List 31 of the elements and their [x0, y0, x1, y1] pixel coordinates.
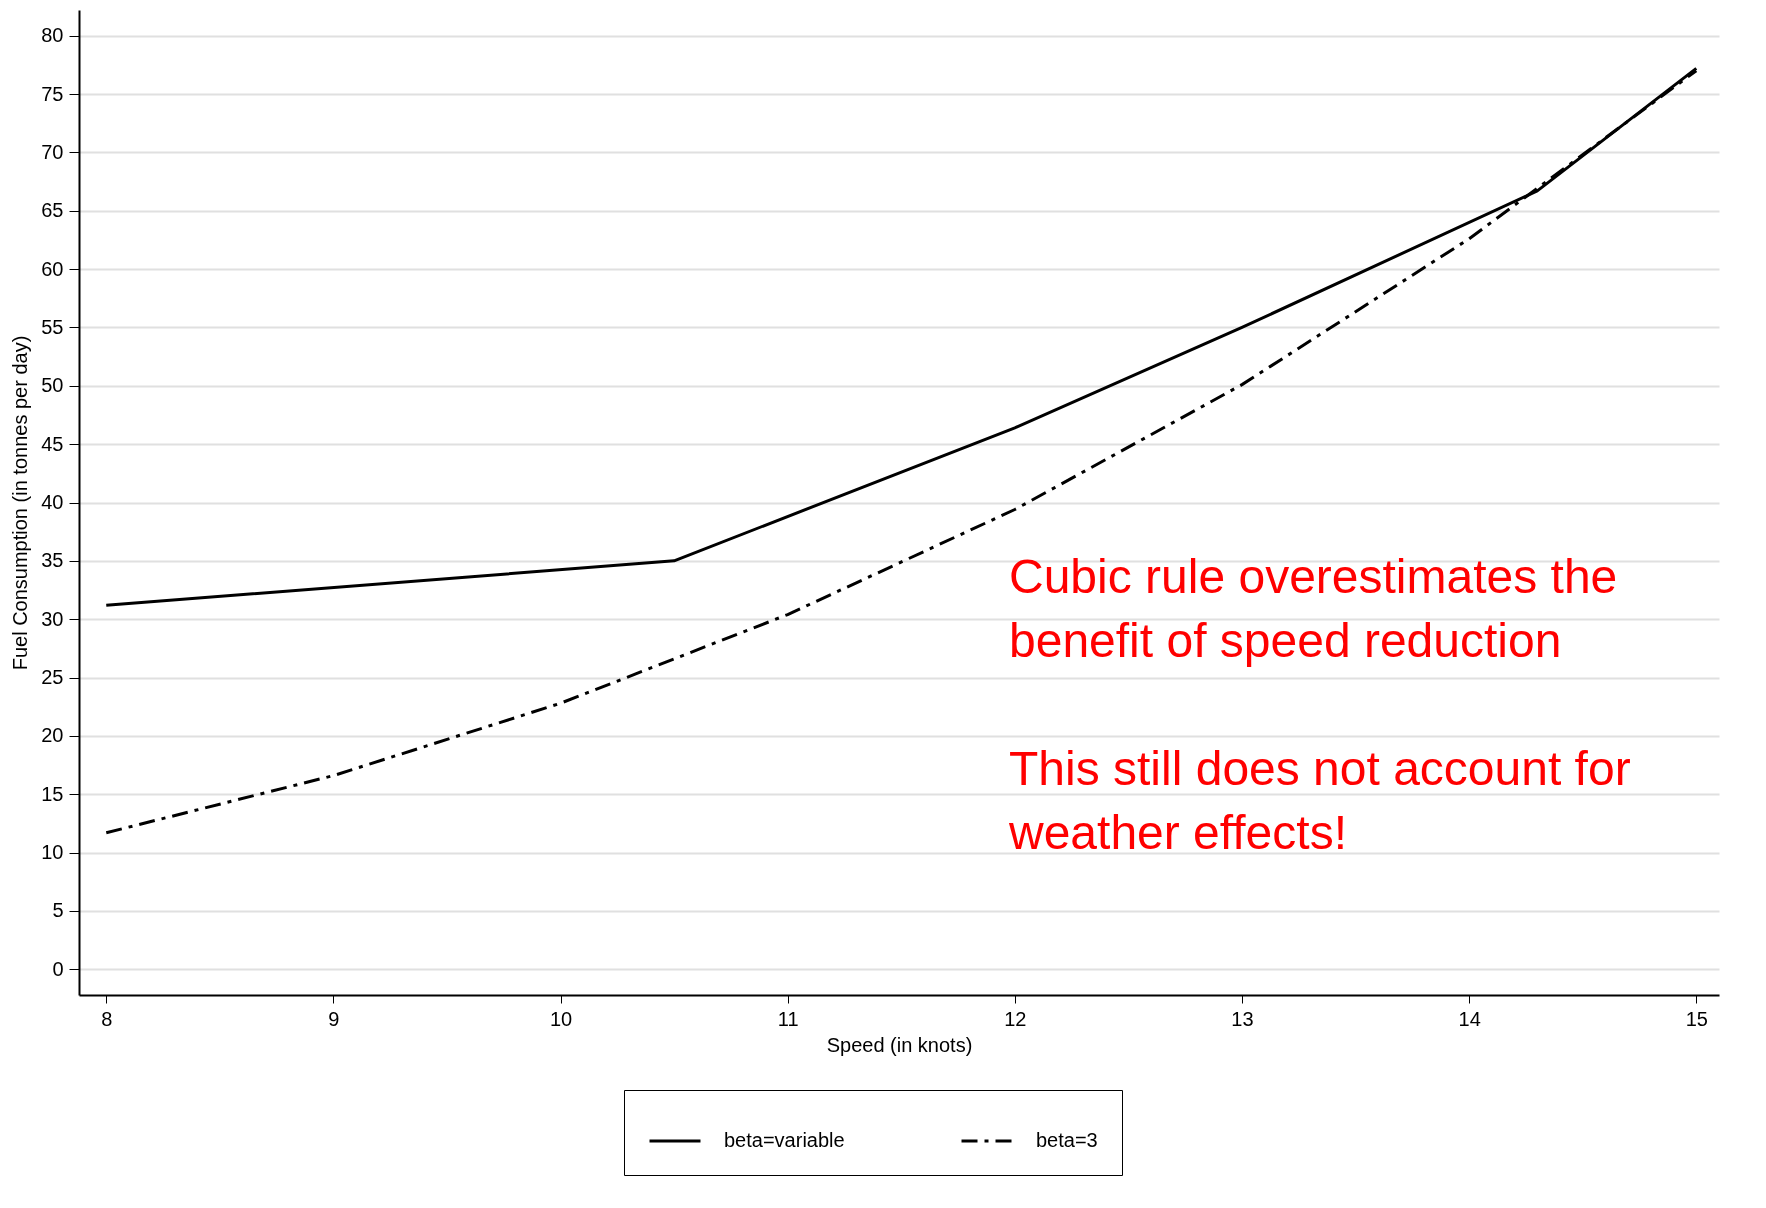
y-tick-label: 60: [41, 257, 64, 280]
legend-label: beta=3: [1036, 1129, 1098, 1151]
y-tick-label: 30: [41, 607, 64, 630]
y-tick-label: 55: [41, 315, 64, 338]
y-tick-label: 10: [41, 841, 64, 864]
y-tick-label: 45: [41, 432, 64, 455]
y-tick-label: 35: [41, 549, 64, 572]
x-tick-label: 11: [777, 1007, 799, 1030]
y-tick-label: 40: [41, 491, 64, 513]
y-tick-label: 5: [52, 899, 64, 922]
annotation: Cubic rule overestimates the benefit of speed reduction: [1009, 550, 1618, 667]
annotation: This still does not account for weather effects!: [1008, 742, 1631, 859]
y-tick-label: 75: [41, 82, 64, 105]
y-tick-label: 20: [41, 724, 64, 747]
y-tick-label: 25: [41, 666, 64, 689]
x-tick-label: 13: [1231, 1007, 1254, 1030]
y-tick-label: 80: [41, 24, 64, 47]
x-tick-label: 14: [1458, 1007, 1481, 1030]
y-tick-label: 0: [52, 957, 64, 980]
x-tick-label: 10: [549, 1007, 573, 1030]
x-tick-label: 12: [1004, 1007, 1027, 1030]
x-tick-label: 15: [1685, 1007, 1708, 1030]
x-tick-label: 9: [328, 1007, 340, 1030]
legend-label: beta=variable: [724, 1129, 845, 1151]
y-tick-label: 50: [41, 374, 64, 397]
x-axis-title: Speed (in knots): [826, 1033, 973, 1056]
y-axis-title: Fuel Consumption (in tonnes per day): [9, 335, 32, 671]
y-tick-label: 15: [41, 782, 64, 805]
y-tick-label: 65: [41, 199, 64, 222]
x-tick-label: 8: [101, 1007, 113, 1030]
y-tick-label: 70: [41, 140, 64, 163]
